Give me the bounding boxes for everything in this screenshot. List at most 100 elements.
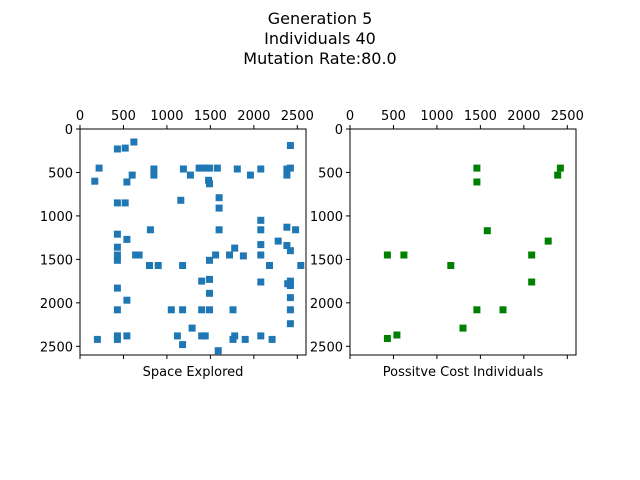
chart-0-point [113, 335, 121, 343]
chart-1-point [400, 251, 408, 259]
chart-0-point [123, 178, 131, 186]
chart-0-ytick-label: 1000 [40, 210, 73, 225]
chart-0-point [286, 306, 294, 314]
chart-1-ytick-label: 2500 [310, 340, 343, 355]
chart-1-xtick-label: 500 [381, 109, 406, 124]
chart-0-point [215, 204, 223, 212]
chart-0-point [241, 335, 249, 343]
chart-0-point [286, 142, 294, 149]
positive-cost-chart: 0 500 1000 1500 2000 2500 0 500 1000 1500 2000 2500… [310, 109, 584, 380]
chart-0-point [274, 237, 282, 245]
chart-1-point [459, 324, 467, 332]
chart-0-point [206, 306, 213, 314]
chart-0-point [130, 138, 138, 146]
chart-0-point [283, 223, 291, 231]
chart-0-xtick-label: 2000 [237, 109, 270, 124]
chart-0-point [246, 171, 254, 179]
chart-0-point [123, 332, 131, 340]
chart-1-point [383, 335, 391, 342]
chart-0-point [186, 171, 194, 179]
chart-0-point [121, 144, 129, 152]
chart-1-xtick-label: 0 [346, 109, 354, 124]
chart-0-point [257, 226, 265, 234]
chart-1-ytick-label: 2000 [310, 297, 343, 312]
chart-0-point [113, 251, 121, 259]
chart-0-point [283, 242, 291, 249]
chart-1-point [544, 237, 552, 245]
chart-1-xtick-label: 2500 [551, 109, 584, 124]
chart-0-point [188, 324, 196, 332]
chart-0-ytick-label: 0 [65, 123, 73, 138]
chart-1-point [473, 306, 481, 314]
chart-0-point [150, 165, 158, 173]
chart-0-point [113, 230, 121, 238]
chart-0-point [179, 165, 187, 173]
chart-1-point [483, 227, 491, 235]
chart-0-point [297, 262, 305, 269]
chart-0-point [233, 165, 241, 173]
chart-0-point [257, 278, 265, 286]
chart-1-point [556, 164, 564, 172]
chart-0-point [239, 252, 247, 260]
chart-1-ytick-label: 500 [318, 166, 343, 181]
chart-0-point [257, 165, 265, 173]
suptitle-line-1: Generation 5 [268, 9, 373, 28]
chart-1-point [554, 171, 562, 179]
chart-0-ytick-label: 500 [48, 166, 73, 181]
chart-0-point [179, 341, 187, 349]
chart-0-point [113, 243, 121, 251]
chart-0-xtick-label: 1500 [194, 109, 227, 124]
chart-0-point [179, 262, 187, 269]
chart-0-point [195, 164, 203, 172]
chart-0-point [286, 294, 294, 302]
chart-0-point [257, 251, 265, 259]
chart-0-point [201, 332, 209, 340]
chart-0-frame [79, 128, 307, 356]
chart-1-point [499, 306, 507, 314]
chart-0-point [150, 171, 158, 179]
chart-0-point [292, 226, 300, 234]
chart-0-point [229, 335, 237, 343]
chart-0-point [93, 335, 101, 343]
chart-0-point [215, 194, 223, 202]
chart-0-point [212, 251, 220, 259]
chart-0-point [257, 241, 265, 249]
chart-0-point [206, 275, 213, 283]
chart-1-ytick-label: 1500 [310, 253, 343, 268]
chart-0-point [123, 235, 131, 243]
chart-0-xlabel: Space Explored [143, 365, 244, 380]
chart-0-point [198, 277, 206, 285]
chart-1-point [383, 251, 391, 259]
chart-1-point [528, 278, 536, 286]
chart-0-ytick-label: 1500 [40, 253, 73, 268]
chart-0-point [286, 247, 294, 255]
chart-0-point [213, 164, 221, 172]
chart-1-point [473, 164, 481, 172]
chart-0-point [113, 199, 121, 207]
chart-0-point [128, 171, 136, 179]
chart-0-point [283, 171, 291, 179]
chart-0-point [206, 164, 213, 172]
chart-0-xtick-label: 500 [111, 109, 136, 124]
chart-0-point [214, 347, 222, 355]
chart-1-ytick-label: 0 [335, 123, 343, 138]
chart-0-point [286, 164, 294, 172]
chart-0-point [135, 251, 143, 259]
suptitle-line-3: Mutation Rate:80.0 [243, 49, 396, 68]
chart-0-point [206, 256, 213, 264]
chart-0-point [146, 226, 154, 234]
chart-0-xtick-label: 1000 [150, 109, 183, 124]
chart-0-point [146, 262, 153, 269]
space-explored-chart: 0 500 1000 1500 2000 2500 0 500 1000 1500 2000 2500… [40, 109, 314, 380]
chart-0-point [154, 262, 162, 269]
chart-1-xtick-label: 2000 [507, 109, 540, 124]
chart-0-point [113, 256, 121, 264]
chart-1-frame [349, 128, 577, 356]
chart-0-point [229, 306, 237, 314]
chart-1-xtick-label: 1500 [464, 109, 497, 124]
chart-0-point [231, 244, 239, 252]
chart-0-point [198, 306, 206, 314]
chart-1-xtick-label: 1000 [420, 109, 453, 124]
chart-0-point [167, 306, 175, 314]
